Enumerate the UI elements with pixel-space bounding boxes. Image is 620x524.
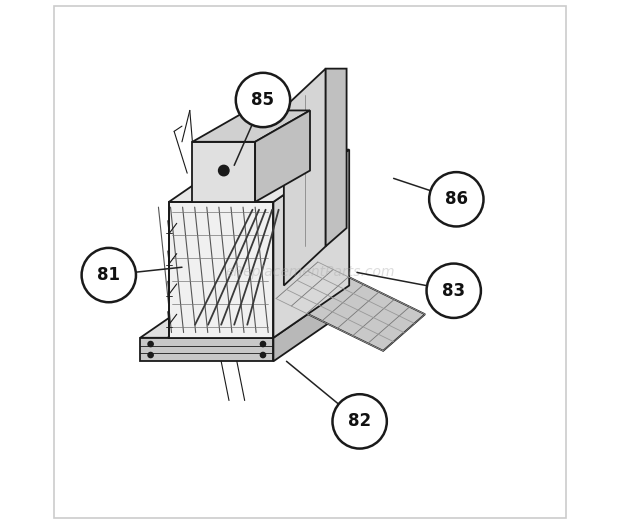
Circle shape — [236, 73, 290, 127]
Text: 81: 81 — [97, 266, 120, 284]
Polygon shape — [284, 69, 326, 286]
Circle shape — [148, 353, 153, 358]
Circle shape — [429, 172, 484, 226]
Circle shape — [260, 342, 265, 347]
Polygon shape — [192, 111, 310, 142]
Polygon shape — [169, 150, 349, 202]
Circle shape — [148, 342, 153, 347]
Polygon shape — [255, 111, 310, 202]
Circle shape — [218, 165, 229, 176]
Circle shape — [260, 353, 265, 358]
Text: 82: 82 — [348, 412, 371, 430]
Circle shape — [332, 394, 387, 449]
Polygon shape — [140, 286, 349, 338]
Text: 86: 86 — [445, 190, 468, 208]
Text: eReplacementParts.com: eReplacementParts.com — [225, 266, 395, 279]
Polygon shape — [169, 202, 273, 338]
Polygon shape — [192, 142, 255, 202]
Polygon shape — [276, 262, 425, 351]
Polygon shape — [140, 338, 273, 361]
Polygon shape — [326, 69, 347, 246]
Text: 85: 85 — [252, 91, 275, 109]
Polygon shape — [273, 150, 349, 338]
Circle shape — [427, 264, 481, 318]
Polygon shape — [273, 286, 349, 361]
Circle shape — [82, 248, 136, 302]
Text: 83: 83 — [442, 282, 465, 300]
